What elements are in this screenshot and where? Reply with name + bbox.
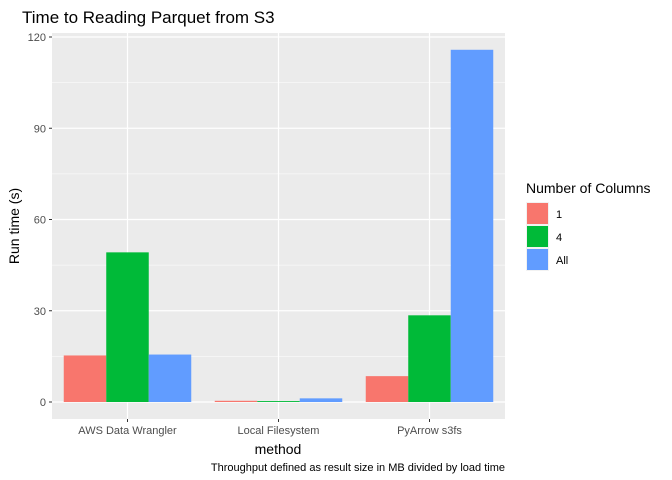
legend-label: 4 xyxy=(556,232,562,244)
caption: Throughput defined as result size in MB … xyxy=(211,462,505,474)
bar xyxy=(214,400,258,402)
x-axis: AWS Data Wrangler Local Filesystem PyArrow… xyxy=(78,419,462,437)
y-tick-label: 60 xyxy=(34,215,46,227)
y-axis: 0 30 60 90 120 xyxy=(28,32,52,409)
x-tick-label: PyArrow s3fs xyxy=(397,425,462,437)
y-tick-label: 30 xyxy=(34,306,46,318)
bar xyxy=(408,315,451,402)
bar xyxy=(63,355,107,402)
legend-swatch xyxy=(527,203,548,224)
y-tick-label: 0 xyxy=(40,397,46,409)
x-tick-label: AWS Data Wrangler xyxy=(78,425,177,437)
bar xyxy=(299,398,343,402)
chart-title: Time to Reading Parquet from S3 xyxy=(22,8,275,27)
legend-swatch xyxy=(527,226,548,247)
legend-label: 1 xyxy=(556,209,562,221)
legend: Number of Columns 1 4 All xyxy=(526,180,651,271)
bar xyxy=(257,401,300,402)
bar xyxy=(106,252,149,402)
bar xyxy=(450,49,494,403)
bar xyxy=(365,376,409,402)
bars xyxy=(63,49,494,403)
legend-title: Number of Columns xyxy=(526,180,651,196)
legend-swatch xyxy=(527,249,548,270)
y-tick-label: 90 xyxy=(34,123,46,135)
x-axis-title: method xyxy=(255,441,302,457)
y-tick-label: 120 xyxy=(28,32,46,44)
y-axis-title: Run time (s) xyxy=(6,188,22,264)
bar xyxy=(148,354,192,402)
x-tick-label: Local Filesystem xyxy=(238,425,320,437)
legend-label: All xyxy=(556,255,568,267)
